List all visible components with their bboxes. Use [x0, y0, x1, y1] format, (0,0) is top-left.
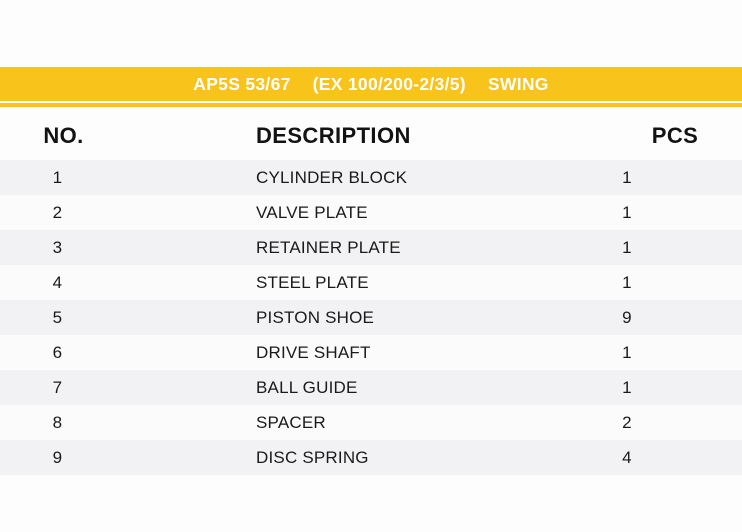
part-pcs: 1 [622, 272, 632, 292]
part-pcs: 9 [622, 307, 632, 327]
part-description: DISC SPRING [256, 447, 369, 467]
part-pcs: 1 [622, 342, 632, 362]
table-row: 5 PISTON SHOE 9 [0, 300, 742, 335]
table-row: 7 BALL GUIDE 1 [0, 370, 742, 405]
part-description: SPACER [256, 412, 326, 432]
part-number: 2 [52, 202, 63, 222]
table-row: 2 VALVE PLATE 1 [0, 195, 742, 230]
part-pcs: 1 [622, 167, 632, 187]
part-number: 4 [52, 272, 63, 292]
title-bar: AP5S 53/67 (EX 100/200-2/3/5) SWING [0, 67, 742, 101]
table-row: 8 SPACER 2 [0, 405, 742, 440]
part-number: 9 [52, 447, 63, 467]
part-number: 6 [52, 342, 63, 362]
part-number: 7 [52, 377, 63, 397]
part-description: STEEL PLATE [256, 272, 369, 292]
table-row: 3 RETAINER PLATE 1 [0, 230, 742, 265]
part-description: RETAINER PLATE [256, 237, 401, 257]
part-description: DRIVE SHAFT [256, 342, 371, 362]
part-pcs: 4 [622, 447, 632, 467]
part-number: 3 [52, 237, 63, 257]
table-row: 4 STEEL PLATE 1 [0, 265, 742, 300]
part-number: 8 [52, 412, 63, 432]
title-application: SWING [487, 73, 549, 94]
title-series: (EX 100/200-2/3/5) [312, 73, 466, 94]
part-pcs: 1 [622, 377, 632, 397]
parts-table-body: 1 CYLINDER BLOCK 1 2 VALVE PLATE 1 3 RET… [0, 160, 742, 475]
part-pcs: 1 [622, 202, 632, 222]
title-bar-underline [0, 103, 742, 107]
part-description: VALVE PLATE [256, 202, 368, 222]
part-number: 5 [52, 307, 63, 327]
part-pcs: 2 [622, 412, 632, 432]
part-description: BALL GUIDE [256, 377, 358, 397]
part-number: 1 [52, 167, 63, 187]
part-pcs: 1 [622, 237, 632, 257]
table-row: 9 DISC SPRING 4 [0, 440, 742, 475]
column-header-pcs: PCS [651, 123, 699, 148]
part-description: CYLINDER BLOCK [256, 167, 408, 187]
table-row: 1 CYLINDER BLOCK 1 [0, 160, 742, 195]
part-description: PISTON SHOE [256, 307, 375, 327]
column-header-no: NO. [43, 123, 84, 148]
title-model: AP5S 53/67 [193, 73, 291, 94]
table-header-row: NO. DESCRIPTION PCS [0, 118, 742, 154]
table-row: 6 DRIVE SHAFT 1 [0, 335, 742, 370]
column-header-description: DESCRIPTION [256, 123, 411, 148]
